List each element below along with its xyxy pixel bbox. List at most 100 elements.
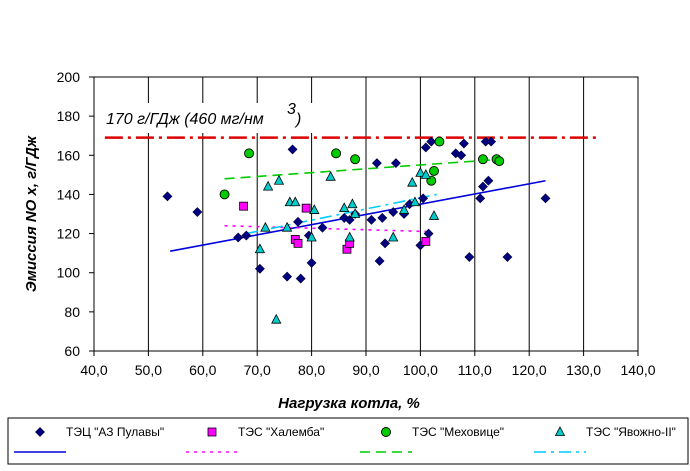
point-diamond: [293, 216, 303, 227]
point-circle: [244, 148, 254, 159]
point-diamond: [371, 158, 382, 169]
annotation-close: ): [294, 111, 301, 128]
x-tick-label: 100,0: [403, 362, 438, 378]
point-diamond: [366, 214, 377, 225]
x-tick-label: 50,0: [135, 362, 162, 378]
point-triangle: [420, 169, 432, 179]
x-tick-label: 80,0: [298, 362, 325, 378]
legend-label: ТЭЦ "АЗ Пулавы": [66, 425, 164, 439]
point-diamond: [420, 142, 431, 153]
point-circle: [350, 154, 361, 165]
trend-lines: [170, 158, 546, 252]
point-diamond: [306, 258, 317, 268]
legend-marker-square: [207, 427, 217, 437]
y-tick-label: 120: [57, 226, 81, 242]
data-points: [162, 136, 551, 324]
point-diamond: [456, 150, 467, 161]
point-triangle: [349, 208, 361, 218]
point-diamond: [390, 158, 401, 169]
point-diamond: [233, 232, 244, 243]
point-triangle: [271, 313, 282, 324]
legend-marker-diamond: [35, 427, 45, 437]
legend-label: ТЭС "Халемба": [238, 425, 324, 439]
point-diamond: [377, 212, 388, 223]
annotation-box: [98, 103, 338, 133]
point-triangle: [254, 243, 266, 254]
point-diamond: [380, 238, 390, 249]
point-triangle: [290, 196, 301, 207]
point-diamond: [374, 256, 385, 266]
x-tick-label: 120,0: [512, 362, 547, 378]
point-triangle: [260, 221, 271, 232]
point-diamond: [162, 191, 173, 202]
x-tick-label: 60,0: [189, 362, 216, 378]
y-axis-ticks: 60 80 100 120 140 160 180 200: [57, 69, 94, 359]
point-circle: [331, 148, 342, 159]
x-tick-label: 110,0: [458, 362, 492, 378]
trend-line-square: [224, 224, 432, 233]
annotation-superscript: 3: [287, 101, 296, 118]
point-circle: [434, 136, 445, 147]
annotation-text: 170 г/ГДж (460 мг/нм: [106, 111, 264, 128]
x-tick-label: 140,0: [620, 362, 655, 378]
y-tick-label: 160: [57, 147, 81, 163]
point-diamond: [317, 222, 328, 233]
trend-line-triangle: [246, 193, 437, 235]
point-triangle: [398, 204, 410, 214]
point-triangle: [325, 170, 336, 181]
point-diamond: [418, 193, 429, 204]
trend-line-circle: [224, 158, 503, 180]
y-tick-label: 180: [57, 108, 81, 124]
x-tick-label: 130,0: [566, 362, 601, 378]
legend: ТЭЦ "АЗ Пулавы" ТЭС "Халемба" ТЭС "Меховиц…: [14, 425, 676, 453]
x-tick-label: 40,0: [80, 362, 107, 378]
point-diamond: [478, 181, 488, 192]
point-circle: [429, 165, 439, 176]
point-triangle: [344, 231, 355, 242]
point-diamond: [502, 252, 513, 262]
y-tick-label: 100: [57, 265, 81, 281]
point-diamond: [388, 207, 399, 217]
x-tick-label: 70,0: [244, 362, 271, 378]
y-axis-title: Эмиссия NO x, г/ГДж: [23, 135, 40, 292]
point-diamond: [287, 144, 298, 155]
point-diamond: [423, 228, 434, 239]
point-circle: [494, 156, 505, 167]
point-triangle: [388, 231, 399, 242]
point-triangle: [262, 180, 274, 191]
point-diamond: [282, 271, 293, 282]
point-square: [421, 236, 431, 246]
point-triangle: [339, 202, 350, 213]
point-circle: [219, 189, 230, 200]
point-triangle: [309, 204, 320, 214]
x-axis-ticks: 40,0 50,0 60,0 70,0 80,0 90,0 100,0 110,0 120,0 1…: [80, 351, 656, 378]
y-tick-label: 80: [64, 304, 80, 320]
legend-label: ТЭС "Явожно-II": [586, 425, 676, 439]
point-triangle: [409, 196, 421, 207]
point-diamond: [486, 136, 497, 147]
point-diamond: [254, 263, 265, 274]
point-diamond: [426, 136, 437, 147]
point-triangle: [273, 174, 285, 185]
point-triangle: [281, 221, 293, 232]
point-diamond: [540, 193, 551, 204]
point-diamond: [241, 230, 252, 241]
y-tick-label: 200: [57, 69, 81, 85]
point-diamond: [483, 175, 494, 186]
point-square: [293, 238, 303, 248]
x-tick-label: 90,0: [352, 362, 379, 378]
legend-marker-circle: [381, 427, 391, 437]
point-triangle: [415, 167, 426, 177]
y-tick-label: 140: [57, 186, 81, 202]
legend-marker-triangle: [554, 426, 566, 436]
legend-frame: [7, 417, 689, 465]
x-axis-title: Нагрузка котла, %: [278, 395, 420, 412]
point-diamond: [295, 273, 306, 284]
point-diamond: [475, 193, 486, 204]
point-triangle: [428, 210, 440, 220]
point-triangle: [306, 231, 317, 242]
point-diamond: [464, 252, 475, 262]
y-tick-label: 60: [64, 343, 80, 359]
point-square: [239, 201, 249, 211]
